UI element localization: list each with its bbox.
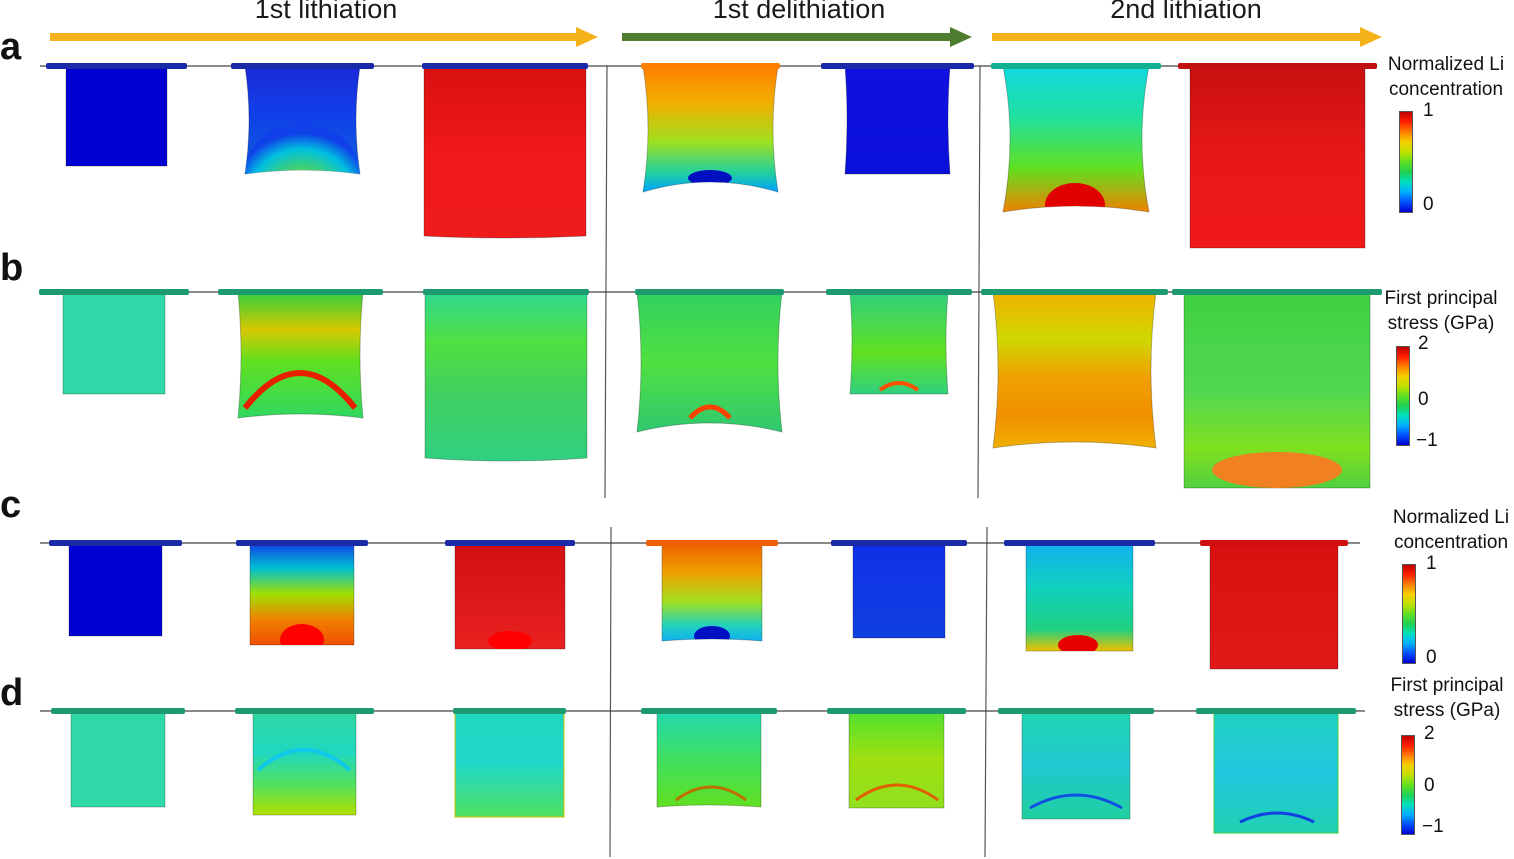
legend-a-title: Normalized Li concentration [1387,54,1505,100]
colorbar-a-tick-max: 1 [1423,100,1434,121]
colorbar-b-tick-zero: 0 [1418,389,1429,410]
snapshot-c-6 [1004,540,1155,652]
snapshot-d-1 [51,708,185,808]
colorbar-c-tick-max: 1 [1426,553,1437,574]
snapshot-a-6 [991,63,1161,213]
snapshot-b-5 [826,289,972,395]
snapshot-a-7 [1178,63,1377,249]
snapshot-c-1 [49,540,182,637]
arrow-1st-lithiation [50,27,598,47]
snapshot-d-4 [641,708,777,808]
colorbar-a-tick-min: 0 [1423,194,1434,215]
colorbar-b [1396,346,1410,446]
legend-c-title: Normalized Li concentration [1392,507,1510,553]
phase-label-1st-lithiation: 1st lithiation [254,0,398,24]
snapshot-a-1 [46,63,187,167]
panel-label-b: b [0,247,24,289]
snapshot-d-7 [1196,708,1356,834]
legend-d-title: First principal stress (GPa) [1390,675,1504,721]
separator-2 [977,65,981,499]
colorbar-d [1401,735,1415,835]
snapshot-a-2 [231,63,374,175]
colorbar-b-tick-max: 2 [1418,333,1429,354]
snapshot-a-5 [821,63,974,175]
colorbar-c [1402,564,1416,664]
colorbar-c-tick-min: 0 [1426,647,1437,668]
separator-4 [984,526,988,858]
snapshot-c-5 [831,540,967,639]
snapshot-c-3 [445,540,575,650]
panel-label-a: a [0,26,22,68]
colorbar-b-tick-min: −1 [1416,430,1438,451]
separator-1 [604,65,608,499]
phase-label-2nd-lithiation: 2nd lithiation [1110,0,1262,24]
snapshot-d-3 [453,708,566,818]
colorbar-d-tick-zero: 0 [1424,775,1435,796]
snapshot-c-7 [1200,540,1348,670]
snapshot-b-4 [635,289,784,433]
arrow-1st-delithiation [622,27,972,47]
snapshot-b-7 [1172,289,1382,489]
snapshot-b-1 [39,289,189,395]
arrow-2nd-lithiation [992,27,1382,47]
phase-label-1st-delithiation: 1st delithiation [712,0,886,24]
colorbar-a [1399,111,1413,213]
colorbar-d-tick-max: 2 [1424,723,1435,744]
snapshot-a-3 [422,63,588,239]
snapshot-c-4 [646,540,778,642]
snapshot-b-6 [981,289,1168,449]
colorbar-d-tick-min: −1 [1422,816,1444,837]
legend-b-title: First principal stress (GPa) [1384,288,1498,334]
separator-3 [609,526,612,858]
snapshot-d-2 [235,708,374,816]
snapshot-b-3 [423,289,589,462]
snapshot-d-6 [998,708,1154,820]
snapshot-b-2 [218,289,383,419]
panel-label-c: c [0,484,22,526]
snapshot-c-2 [236,540,368,646]
snapshot-d-5 [827,708,966,809]
panel-label-d: d [0,672,24,714]
snapshot-a-4 [641,63,780,193]
